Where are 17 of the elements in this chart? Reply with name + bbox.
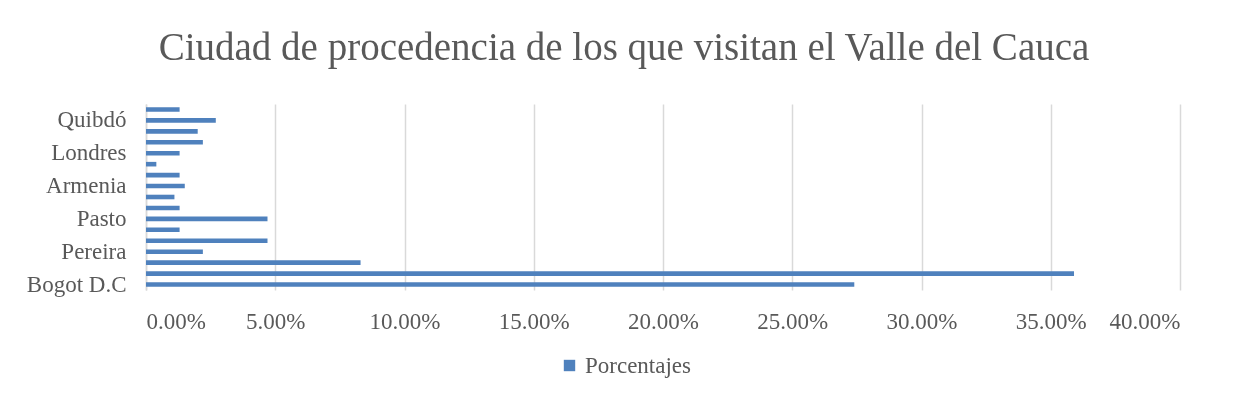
y-tick-label: Bogot D.C [26,271,127,297]
chart-title: Ciudad de procedencia de los que visitan el Valle del Cauca [158,24,1090,69]
x-tick-label: 10.00% [369,308,441,334]
y-tick-label: Pereira [61,238,127,264]
x-tick-label: 40.00% [1109,308,1181,334]
y-tick-label: Pasto [76,205,127,231]
x-tick-label: 35.00% [1015,308,1087,334]
legend-label: Porcentajes [585,352,692,378]
y-tick-label: Quibdó [57,107,127,133]
x-tick-label: 20.00% [628,308,699,334]
x-tick-label: 0.00% [146,308,206,334]
y-tick-label: Londres [51,140,127,166]
x-tick-label: 25.00% [757,308,829,334]
y-tick-label: Armenia [46,173,127,199]
x-tick-label: 30.00% [886,308,958,334]
x-tick-label: 5.00% [246,308,306,334]
x-tick-label: 15.00% [498,308,570,334]
